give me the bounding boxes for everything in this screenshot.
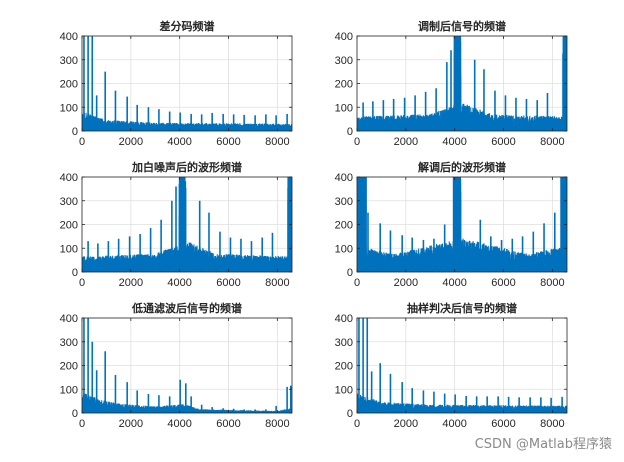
y-tick-label: 0: [347, 267, 353, 279]
spectrum-band-fill: [454, 177, 460, 272]
subplot-3: 0 2000 4000 6000 8000 0 100 200 300 400 加白噪声后的波形频谱: [60, 160, 293, 289]
x-tick-label: 8000: [265, 277, 289, 289]
y-tick-label: 400: [335, 31, 353, 43]
subplot-5: 0 2000 4000 6000 8000 0 100 200 300 400 低通滤波后信号的频谱: [60, 301, 293, 430]
subplot-title: 差分码频谱: [160, 19, 215, 33]
series-group: [82, 36, 292, 131]
y-tick-label: 0: [72, 267, 78, 279]
x-tick-label: 4000: [442, 418, 466, 430]
y-tick-label: 100: [335, 243, 353, 255]
x-tick-label: 8000: [540, 277, 564, 289]
y-tick-label: 300: [60, 196, 78, 208]
series-group: [357, 318, 567, 413]
x-tick-label: 6000: [491, 418, 515, 430]
y-tick-label: 400: [60, 313, 78, 325]
x-tick-label: 2000: [119, 136, 143, 148]
y-tick-label: 200: [60, 79, 78, 91]
y-tick-label: 400: [60, 31, 78, 43]
x-tick-label: 0: [354, 418, 360, 430]
subplot-title: 抽样判决后信号的频谱: [407, 301, 517, 315]
spectrum-line: [357, 103, 567, 131]
y-tick-label: 400: [60, 172, 78, 184]
x-tick-label: 0: [79, 277, 85, 289]
y-tick-label: 100: [60, 102, 78, 114]
y-tick-label: 200: [60, 361, 78, 373]
x-tick-label: 6000: [216, 136, 240, 148]
spectrum-band-fill: [562, 177, 566, 272]
x-tick-label: 0: [79, 418, 85, 430]
x-tick-label: 4000: [442, 136, 466, 148]
subplot-1: 0 2000 4000 6000 8000 0 100 200 300 400 差分码频谱: [60, 19, 293, 148]
y-tick-label: 100: [60, 243, 78, 255]
spectrum-band-fill: [180, 177, 185, 272]
subplot-title: 加白噪声后的波形频谱: [131, 160, 242, 174]
spectrum-band-fill: [455, 36, 460, 131]
spectrum-line: [357, 238, 567, 272]
y-tick-label: 0: [72, 126, 78, 138]
series-group: [82, 318, 292, 413]
y-tick-label: 100: [335, 102, 353, 114]
x-tick-label: 8000: [265, 418, 289, 430]
x-tick-label: 8000: [540, 136, 564, 148]
y-tick-label: 200: [60, 220, 78, 232]
y-tick-label: 300: [335, 196, 353, 208]
y-tick-label: 100: [335, 384, 353, 396]
subplot-4: 0 2000 4000 6000 8000 0 100 200 300 400 解调后的波形频谱: [335, 160, 568, 289]
y-tick-label: 0: [347, 408, 353, 420]
y-tick-label: 100: [60, 384, 78, 396]
spectrum-line: [357, 393, 567, 413]
x-tick-label: 0: [354, 277, 360, 289]
subplot-title: 调制后信号的频谱: [418, 19, 506, 33]
x-tick-label: 2000: [394, 136, 418, 148]
x-tick-label: 0: [354, 136, 360, 148]
y-tick-label: 300: [60, 55, 78, 67]
spectrum-band-fill: [358, 177, 365, 272]
subplot-6: 0 2000 4000 6000 8000 0 100 200 300 400 抽样判决后信号的频谱: [335, 301, 568, 430]
y-tick-label: 200: [335, 79, 353, 91]
y-tick-label: 300: [60, 337, 78, 349]
subplot-title: 低通滤波后信号的频谱: [131, 301, 242, 315]
spectrum-band: [452, 177, 462, 272]
spectrum-line: [82, 242, 292, 272]
series-group: [357, 36, 567, 131]
y-tick-label: 300: [335, 337, 353, 349]
watermark: CSDN @Matlab程序猿: [475, 437, 612, 452]
y-tick-label: 200: [335, 361, 353, 373]
subplot-title: 解调后的波形频谱: [418, 160, 506, 174]
y-tick-label: 300: [335, 55, 353, 67]
x-tick-label: 2000: [394, 418, 418, 430]
series-group: [357, 177, 567, 272]
y-tick-label: 0: [347, 126, 353, 138]
subplot-2: 0 2000 4000 6000 8000 0 100 200 300 400 调制后信号的频谱: [335, 19, 568, 148]
x-tick-label: 2000: [119, 277, 143, 289]
x-tick-label: 4000: [167, 136, 191, 148]
x-tick-label: 2000: [394, 277, 418, 289]
y-tick-label: 200: [335, 220, 353, 232]
x-tick-label: 8000: [265, 136, 289, 148]
x-tick-label: 0: [79, 136, 85, 148]
x-tick-label: 8000: [540, 418, 564, 430]
x-tick-label: 4000: [167, 277, 191, 289]
x-tick-label: 6000: [216, 418, 240, 430]
spectrum-line: [82, 112, 292, 131]
y-tick-label: 0: [72, 408, 78, 420]
x-tick-label: 6000: [491, 277, 515, 289]
x-tick-label: 6000: [216, 277, 240, 289]
x-tick-label: 4000: [167, 418, 191, 430]
x-tick-label: 6000: [491, 136, 515, 148]
x-tick-label: 2000: [119, 418, 143, 430]
y-tick-label: 400: [335, 313, 353, 325]
y-tick-label: 400: [335, 172, 353, 184]
x-tick-label: 4000: [442, 277, 466, 289]
